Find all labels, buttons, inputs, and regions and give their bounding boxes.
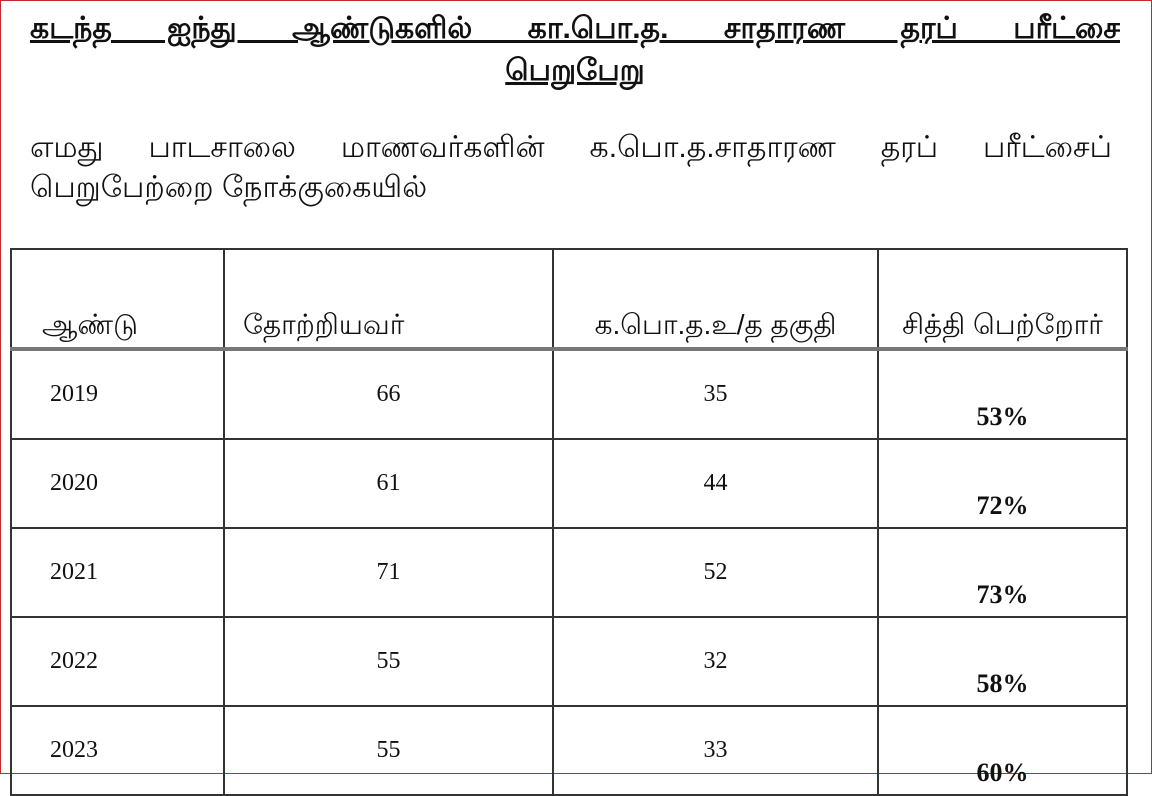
sat-cell: 71 bbox=[223, 527, 554, 618]
qualified-cell: 52 bbox=[552, 527, 879, 618]
header-year: ஆண்டு bbox=[10, 248, 225, 350]
table-row: 2021 71 52 73% bbox=[10, 527, 1128, 618]
sat-cell: 55 bbox=[223, 616, 554, 707]
year-cell: 2019 bbox=[10, 348, 225, 440]
year-cell: 2022 bbox=[10, 616, 225, 707]
pass-rate-cell: 73% bbox=[877, 527, 1128, 618]
pass-rate-cell: 72% bbox=[877, 438, 1128, 529]
table-row: 2022 55 32 58% bbox=[10, 616, 1128, 707]
qualified-cell: 32 bbox=[552, 616, 879, 707]
sat-cell: 61 bbox=[223, 438, 554, 529]
pass-rate-cell: 60% bbox=[877, 705, 1128, 796]
table-row: 2023 55 33 60% bbox=[10, 705, 1128, 796]
qualified-cell: 44 bbox=[552, 438, 879, 529]
sat-cell: 66 bbox=[223, 348, 554, 440]
title-line-1: கடந்த ஐந்து ஆண்டுகளில் கா.பொ.த. சாதாரண த… bbox=[30, 12, 1120, 45]
pass-rate-cell: 53% bbox=[877, 348, 1128, 440]
table-row: 2019 66 35 53% bbox=[10, 348, 1128, 440]
qualified-cell: 35 bbox=[552, 348, 879, 440]
header-sat: தோற்றியவர் bbox=[223, 248, 554, 350]
intro-paragraph: எமது பாடசாலை மாணவர்களின் க.பொ.த.சாதாரண த… bbox=[30, 131, 1112, 204]
document-title: கடந்த ஐந்து ஆண்டுகளில் கா.பொ.த. சாதாரண த… bbox=[30, 8, 1120, 92]
year-cell: 2020 bbox=[10, 438, 225, 529]
title-line-2: பெறுபேறு bbox=[505, 54, 645, 87]
sat-cell: 55 bbox=[223, 705, 554, 796]
year-cell: 2021 bbox=[10, 527, 225, 618]
qualified-cell: 33 bbox=[552, 705, 879, 796]
table-row: 2020 61 44 72% bbox=[10, 438, 1128, 529]
year-cell: 2023 bbox=[10, 705, 225, 796]
header-al-qualified: க.பொ.த.உ/த தகுதி bbox=[552, 248, 879, 350]
header-passed: சித்தி பெற்றோர் bbox=[877, 248, 1128, 350]
table-header-row: ஆண்டு தோற்றியவர் க.பொ.த.உ/த தகுதி சித்தி… bbox=[10, 248, 1128, 350]
pass-rate-cell: 58% bbox=[877, 616, 1128, 707]
results-table: ஆண்டு தோற்றியவர் க.பொ.த.உ/த தகுதி சித்தி… bbox=[10, 248, 1128, 796]
